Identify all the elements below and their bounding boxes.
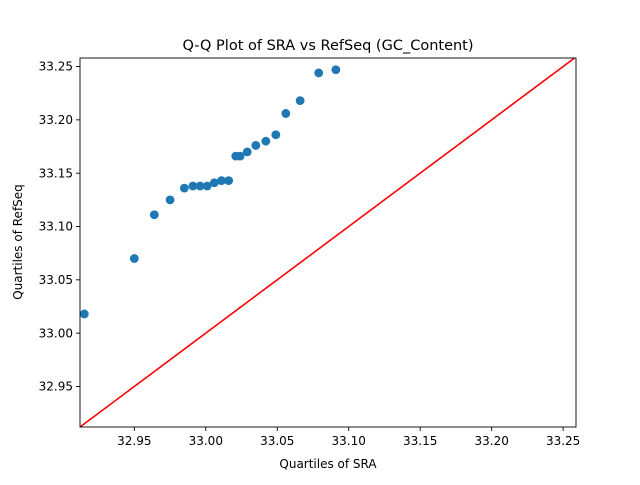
- x-tick-label: 32.95: [117, 434, 151, 448]
- y-axis-label: Quartiles of RefSeq: [11, 184, 25, 300]
- x-axis-label: Quartiles of SRA: [279, 457, 377, 471]
- reference-line: [80, 58, 576, 427]
- x-tick-label: 33.25: [546, 434, 580, 448]
- y-tick-label: 33.05: [39, 273, 73, 287]
- data-point: [281, 109, 291, 118]
- data-point: [314, 68, 324, 78]
- data-point: [179, 183, 189, 193]
- data-point: [242, 147, 252, 157]
- data-point: [149, 210, 159, 220]
- data-point: [165, 195, 175, 205]
- data-point: [209, 178, 219, 188]
- y-tick-label: 33.15: [39, 166, 73, 180]
- data-point: [295, 96, 305, 106]
- data-point: [202, 181, 212, 191]
- x-tick-label: 33.05: [260, 434, 294, 448]
- y-tick-label: 33.00: [39, 326, 73, 340]
- data-point: [195, 181, 205, 191]
- y-tick-label: 33.25: [39, 60, 73, 74]
- data-point: [217, 176, 226, 186]
- x-tick-label: 33.10: [332, 434, 366, 448]
- data-point: [251, 141, 261, 150]
- x-tick-label: 33.00: [189, 434, 223, 448]
- y-tick-label: 32.95: [39, 380, 73, 394]
- data-point: [271, 130, 281, 140]
- data-point: [79, 309, 89, 319]
- chart-title: Q-Q Plot of SRA vs RefSeq (GC_Content): [182, 38, 473, 54]
- x-tick-label: 33.20: [474, 434, 508, 448]
- data-point: [261, 136, 271, 146]
- x-tick-label: 33.15: [403, 434, 437, 448]
- data-point: [188, 181, 198, 191]
- y-tick-label: 33.20: [39, 113, 73, 127]
- data-point: [331, 65, 341, 75]
- data-point: [235, 151, 245, 161]
- data-point: [129, 254, 139, 263]
- axes-frame: [79, 57, 577, 428]
- plot-area: 32.95 33.00 33.05 33.10 33.15 33.20 33.25 32.95…: [39, 57, 580, 448]
- data-point: [224, 176, 234, 186]
- y-tick-label: 33.10: [39, 220, 73, 234]
